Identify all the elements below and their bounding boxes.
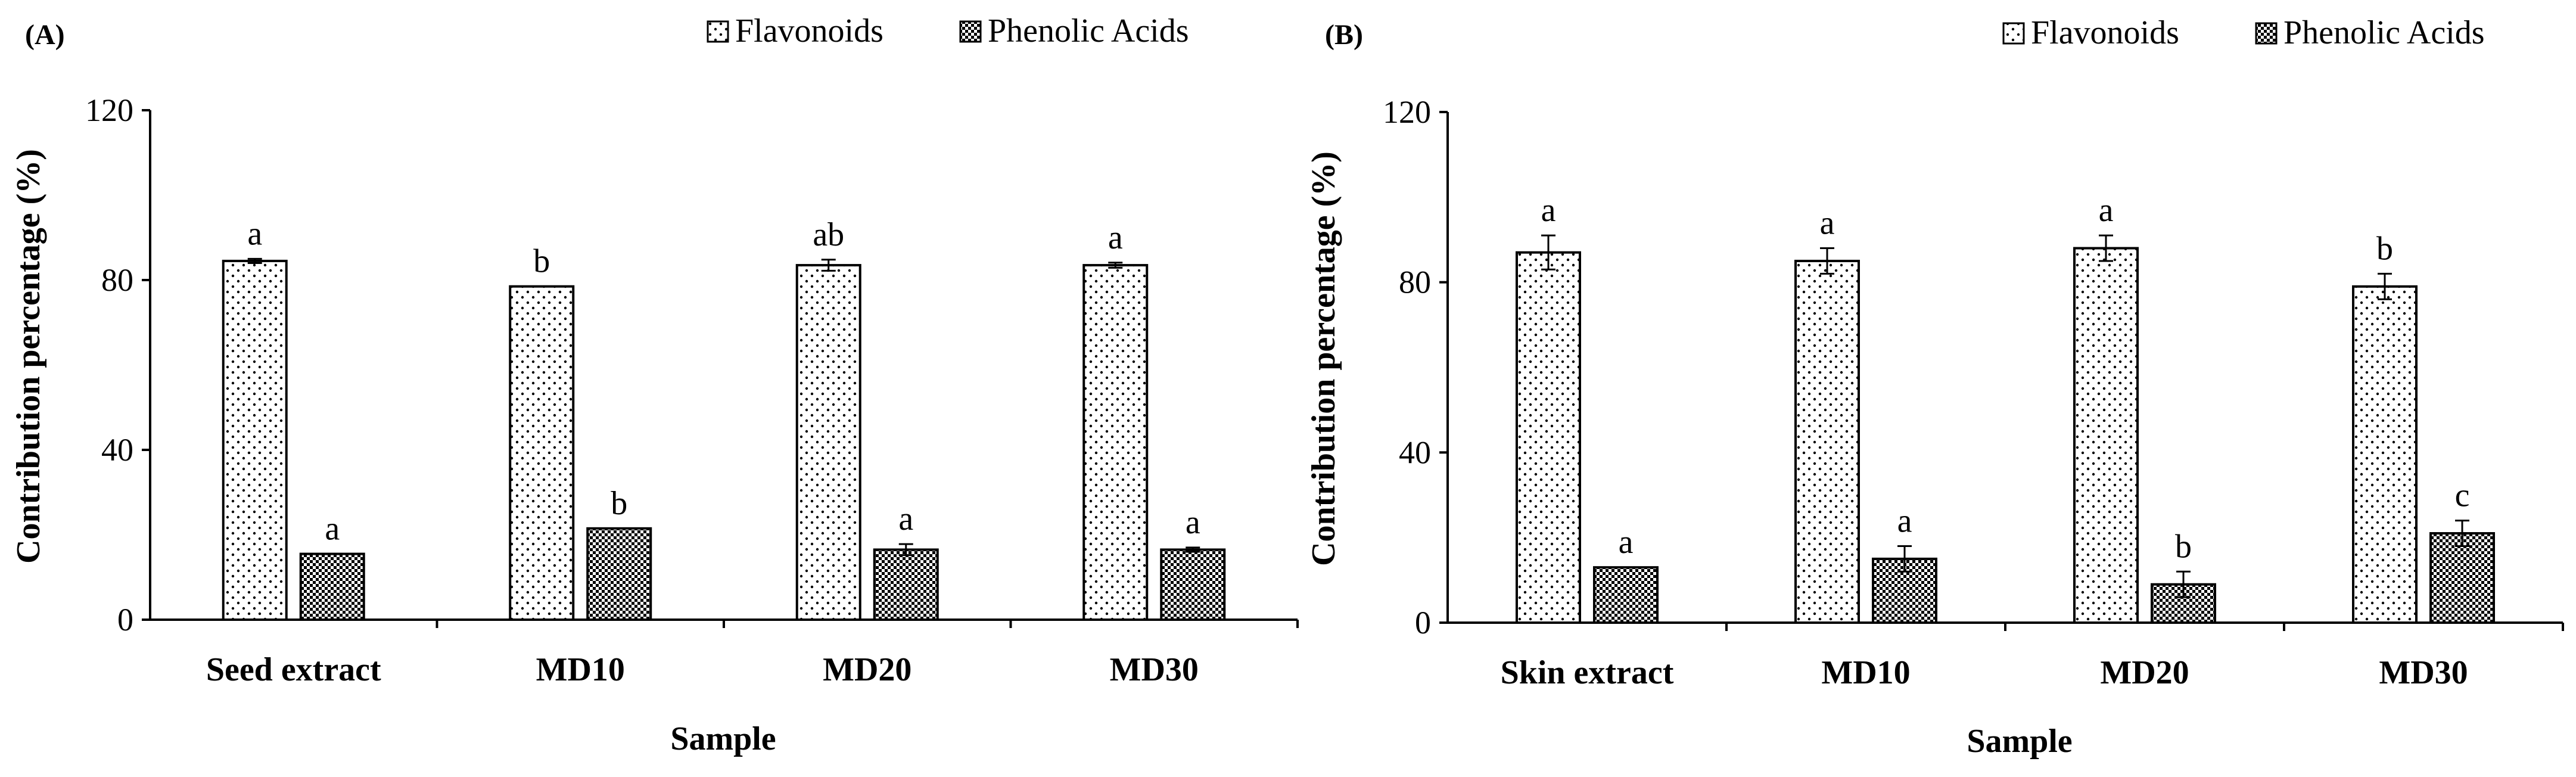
panel-label: (A) <box>25 19 65 51</box>
bar-dots <box>2073 247 2139 624</box>
x-axis-title: Sample <box>1967 723 2072 760</box>
bar-checker <box>586 527 652 621</box>
category-label: Skin extract <box>1501 654 1674 691</box>
y-axis-title: Contribution percentage (%) <box>10 149 47 564</box>
significance-letter: b <box>2175 528 2192 565</box>
category-label: MD20 <box>823 651 911 688</box>
significance-letter: b <box>2376 230 2393 267</box>
significance-letter: a <box>1619 524 1634 561</box>
y-tick-label: 40 <box>1399 434 1431 470</box>
category-label: MD30 <box>2379 654 2468 691</box>
y-tick-label: 0 <box>1415 605 1431 641</box>
y-tick-label: 80 <box>1399 265 1431 300</box>
bar-dots <box>1082 264 1149 621</box>
significance-letter: a <box>1897 502 1912 539</box>
legend-label: Flavonoids <box>2031 14 2179 51</box>
y-tick-label: 0 <box>117 602 133 638</box>
bar-checker <box>1593 566 1659 624</box>
category-label: MD20 <box>2100 654 2189 691</box>
legend-swatch-dots <box>707 20 729 43</box>
significance-letter: a <box>1541 192 1556 229</box>
y-tick-label: 40 <box>101 432 133 468</box>
significance-letter: b <box>533 243 550 280</box>
significance-letter: ab <box>813 216 844 253</box>
chart-panel-a: (A) Flavonoids Phenolic Acids Contributio… <box>10 13 1299 757</box>
bar-dots <box>1794 259 1860 624</box>
significance-letter: b <box>611 485 627 522</box>
significance-letter: c <box>2455 477 2470 514</box>
y-tick-label: 120 <box>1383 94 1431 130</box>
bar-dots <box>222 259 288 621</box>
significance-letter: a <box>1186 504 1200 541</box>
bar-dots <box>2352 285 2418 624</box>
significance-letter: a <box>1108 219 1123 256</box>
bar-dots <box>509 285 575 621</box>
category-label: MD30 <box>1110 651 1199 688</box>
plot-area: 0 40 80 120 Seed extract a a MD10 b b MD20 ab a MD30 a… <box>85 92 1299 688</box>
legend-swatch-dots <box>2002 22 2025 45</box>
significance-letter: a <box>2099 192 2114 229</box>
significance-letter: a <box>325 511 340 548</box>
y-tick-label: 120 <box>85 92 133 128</box>
legend-label: Phenolic Acids <box>988 13 1189 49</box>
x-axis-title: Sample <box>670 720 776 757</box>
legend-swatch-checker <box>959 20 982 43</box>
bar-dots <box>1516 251 1581 624</box>
bar-checker <box>2429 532 2495 624</box>
legend: Flavonoids Phenolic Acids <box>2002 14 2485 51</box>
y-tick-label: 80 <box>101 262 133 298</box>
panel-label: (B) <box>1325 19 1363 51</box>
category-label: MD10 <box>536 651 625 688</box>
legend: Flavonoids Phenolic Acids <box>707 13 1189 49</box>
chart-panel-b: (B) Flavonoids Phenolic Acids Contributio… <box>1305 14 2564 760</box>
legend-label: Phenolic Acids <box>2283 14 2485 51</box>
bar-checker <box>299 552 365 621</box>
significance-letter: a <box>247 215 262 252</box>
bar-checker <box>873 548 939 621</box>
legend-label: Flavonoids <box>735 13 883 49</box>
category-label: MD10 <box>1821 654 1910 691</box>
significance-letter: a <box>898 501 913 537</box>
bar-checker <box>1160 548 1226 621</box>
y-axis-title: Contribution percentage (%) <box>1305 151 1342 566</box>
category-label: Seed extract <box>206 651 381 688</box>
significance-letter: a <box>1820 205 1835 242</box>
bar-dots <box>795 264 861 621</box>
legend-swatch-checker <box>2255 22 2278 45</box>
plot-area: 0 40 80 120 Skin extract a a MD10 a a MD20 a b MD30 b c <box>1383 94 2564 691</box>
